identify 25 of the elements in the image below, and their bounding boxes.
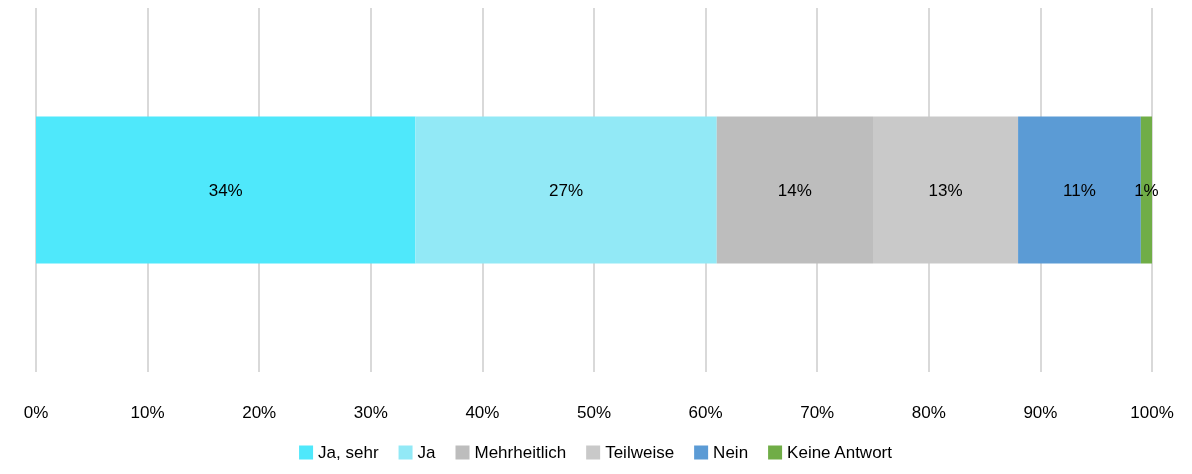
legend-label: Mehrheitlich: [474, 443, 567, 462]
x-tick-label: 100%: [1130, 403, 1174, 422]
data-label: 14%: [777, 180, 812, 200]
x-tick-label: 90%: [1023, 403, 1058, 422]
legend-label: Teilweise: [605, 443, 675, 462]
data-label: 13%: [928, 180, 963, 200]
legend-label: Nein: [713, 443, 749, 462]
data-label: 11%: [1063, 180, 1096, 200]
x-tick-label: 40%: [465, 403, 500, 422]
data-label: 27%: [549, 180, 584, 200]
legend-label: Keine Antwort: [787, 443, 893, 462]
data-label: 34%: [208, 180, 243, 200]
legend-label: Ja, sehr: [318, 443, 379, 462]
x-tick-label: 20%: [242, 403, 277, 422]
legend-label: Ja: [417, 443, 437, 462]
x-tick-label: 80%: [911, 403, 946, 422]
x-tick-label: 60%: [688, 403, 723, 422]
x-tick-label: 70%: [800, 403, 835, 422]
x-tick-label: 10%: [130, 403, 165, 422]
x-tick-label: 50%: [576, 403, 612, 422]
data-label: 1%: [1134, 180, 1159, 200]
x-tick-label: 30%: [353, 403, 388, 422]
x-tick-label: 0%: [23, 403, 49, 422]
bar: [36, 116, 416, 264]
bar: [415, 116, 717, 264]
